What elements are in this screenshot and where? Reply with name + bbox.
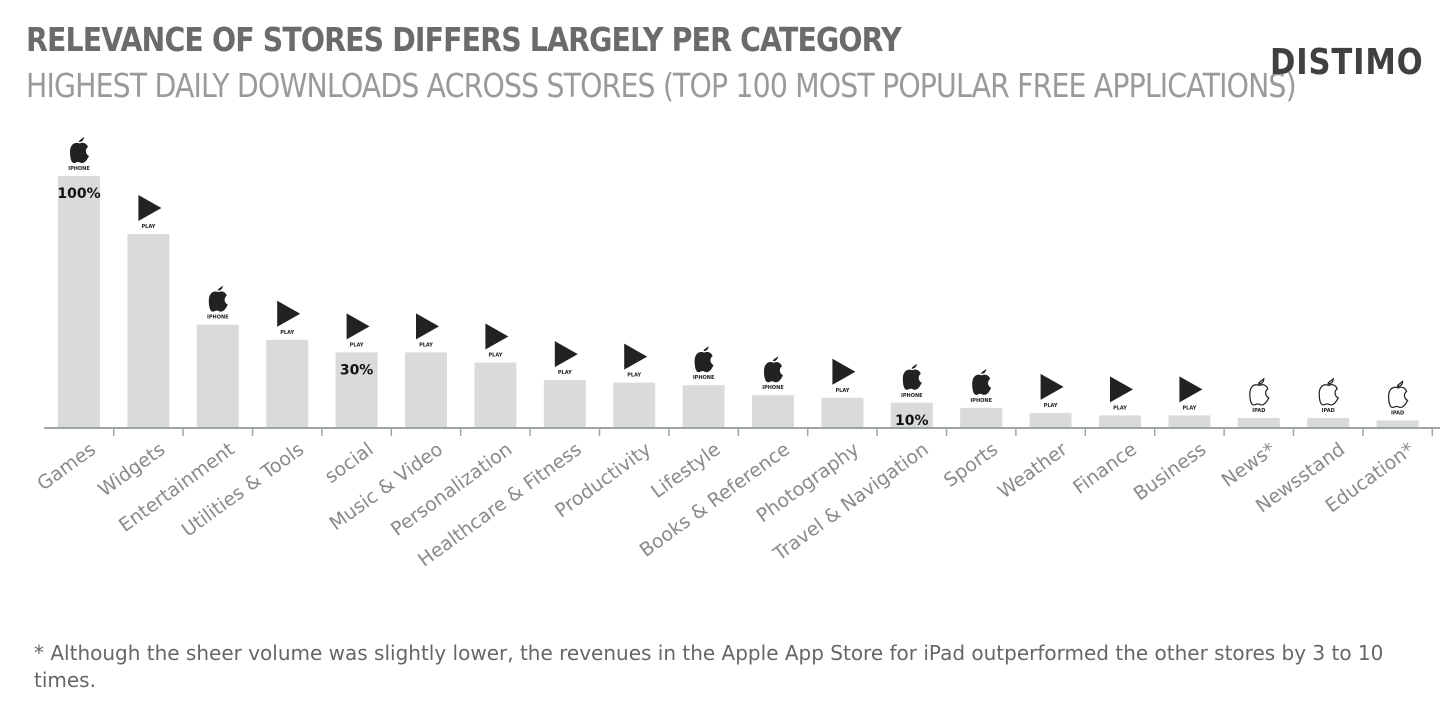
play-triangle-icon: PLAY [138, 194, 162, 230]
store-label-7: PLAY [558, 370, 572, 376]
x-label-14: Weather [994, 438, 1072, 503]
store-label-2: IPHONE [207, 315, 229, 321]
apple-solid-icon: IPHONE [68, 137, 90, 172]
bars-group [58, 176, 1419, 428]
store-label-5: PLAY [419, 342, 433, 348]
bar-2 [196, 324, 239, 428]
x-label-16: Business [1130, 438, 1211, 505]
store-label-1: PLAY [141, 224, 155, 230]
store-label-11: PLAY [835, 388, 849, 394]
bar-7 [543, 380, 586, 428]
chart-subtitle: HIGHEST DAILY DOWNLOADS ACROSS STORES (T… [26, 66, 1297, 105]
store-label-10: IPHONE [762, 385, 784, 391]
store-label-6: PLAY [488, 352, 502, 358]
x-label-17: News* [1218, 438, 1280, 492]
footnote: * Although the sheer volume was slightly… [34, 641, 1384, 692]
value-label-0: 100% [57, 186, 100, 202]
bar-11 [821, 397, 864, 428]
play-triangle-icon: PLAY [832, 358, 856, 394]
play-triangle-icon: PLAY [346, 313, 370, 348]
store-label-0: IPHONE [68, 166, 90, 172]
x-label-0: Games [33, 438, 100, 495]
bar-14 [1029, 412, 1072, 428]
play-triangle-icon: PLAY [1110, 376, 1133, 411]
value-label-4: 30% [340, 362, 374, 378]
store-label-14: PLAY [1044, 403, 1058, 409]
play-triangle-icon: PLAY [416, 313, 439, 348]
bar-15 [1099, 415, 1141, 428]
apple-solid-icon: IPHONE [970, 368, 993, 404]
bar-3 [266, 339, 309, 428]
store-label-13: IPHONE [970, 398, 992, 404]
bar-5 [405, 352, 447, 428]
bar-0 [58, 176, 100, 428]
bar-17 [1237, 417, 1280, 428]
x-label-13: Sports [940, 438, 1002, 492]
store-label-18: IPAD [1322, 408, 1335, 414]
play-triangle-icon: PLAY [554, 341, 578, 376]
store-label-19: IPAD [1391, 410, 1404, 416]
play-triangle-icon: PLAY [624, 343, 648, 379]
store-label-4: PLAY [350, 342, 364, 348]
bar-12 [890, 402, 933, 428]
store-label-12: IPHONE [901, 393, 923, 399]
apple-outline-icon: IPAD [1387, 379, 1409, 416]
store-label-9: IPHONE [693, 375, 715, 381]
apple-solid-icon: IPHONE [207, 285, 229, 321]
x-label-4: social [321, 438, 378, 488]
play-triangle-icon: PLAY [1179, 376, 1203, 411]
distimo-logo: DISTIMO [1270, 42, 1424, 83]
x-label-2: Entertainment [115, 438, 239, 536]
bar-16 [1168, 415, 1211, 428]
bar-10 [752, 395, 794, 428]
bar-18 [1307, 417, 1350, 428]
play-triangle-icon: PLAY [1040, 373, 1064, 409]
apple-outline-icon: IPAD [1318, 377, 1340, 414]
apple-solid-icon: IPHONE [693, 346, 715, 381]
value-label-12: 10% [895, 413, 929, 429]
bar-1 [127, 233, 170, 428]
bar-6 [474, 362, 517, 428]
bar-4 [335, 352, 378, 428]
value-labels-group: 100% 30% 10% [57, 186, 928, 429]
store-label-17: IPAD [1252, 408, 1265, 414]
apple-solid-icon: IPHONE [762, 356, 784, 391]
store-label-3: PLAY [280, 330, 294, 336]
x-label-3: Utilities & Tools [178, 438, 308, 541]
store-icons-group: IPHONE PLAY IPHONE PLAY PLAY PLAY PLAY PLAY PLAY… [68, 137, 1409, 416]
bar-13 [960, 407, 1003, 428]
chart-title: RELEVANCE OF STORES DIFFERS LARGELY PER … [26, 20, 902, 59]
play-triangle-icon: PLAY [485, 323, 509, 358]
bar-9 [682, 385, 725, 428]
apple-outline-icon: IPAD [1249, 377, 1270, 414]
x-axis-ticks-group [112, 427, 1434, 436]
bar-19 [1376, 420, 1419, 428]
bar-8 [613, 382, 656, 428]
store-label-16: PLAY [1182, 405, 1196, 411]
store-label-15: PLAY [1113, 405, 1127, 411]
play-triangle-icon: PLAY [277, 300, 301, 336]
apple-solid-icon: IPHONE [901, 363, 923, 399]
store-label-8: PLAY [627, 373, 641, 379]
